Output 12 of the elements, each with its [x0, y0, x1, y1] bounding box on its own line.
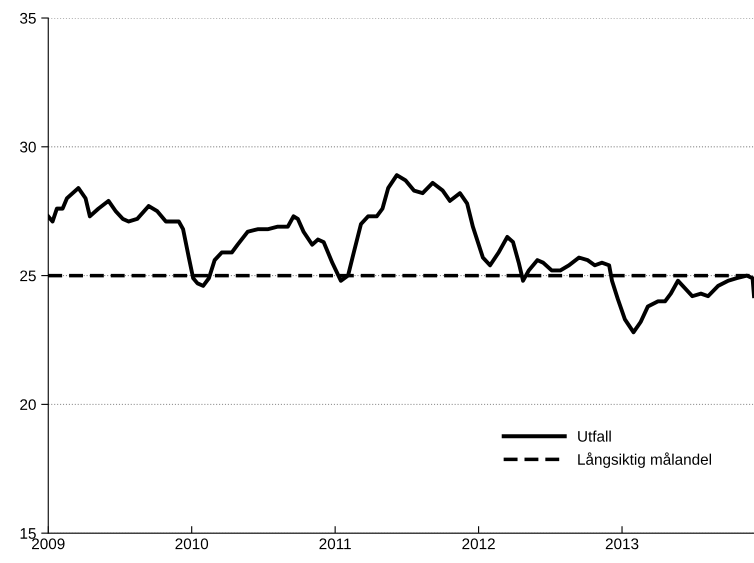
x-tick-label: 2009 — [32, 538, 65, 550]
y-tick-label: 20 — [20, 399, 36, 410]
y-tick-label: 35 — [20, 12, 36, 24]
x-tick-label: 2010 — [175, 538, 208, 550]
x-tick-label: 2013 — [606, 538, 638, 550]
legend-label: Långsiktig målandel — [578, 452, 712, 468]
y-tick-label: 15 — [20, 528, 36, 539]
legend-label: Utfall — [578, 430, 611, 442]
y-tick-label: 25 — [20, 270, 36, 282]
y-tick-label: 30 — [20, 142, 36, 152]
x-tick-label: 2011 — [319, 538, 351, 550]
x-tick-label: 2012 — [462, 538, 495, 550]
